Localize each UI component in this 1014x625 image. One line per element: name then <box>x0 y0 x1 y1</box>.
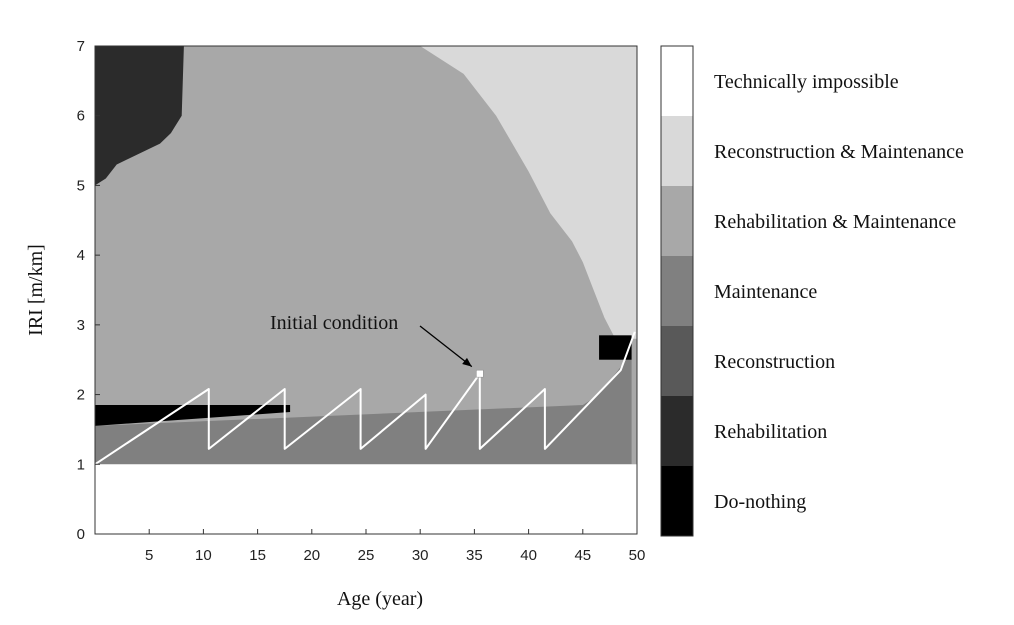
y-tick-label: 7 <box>77 38 85 55</box>
legend-label: Maintenance <box>714 281 817 303</box>
x-tick-label: 50 <box>629 547 646 564</box>
y-tick-label: 0 <box>77 526 85 543</box>
y-tick-label: 6 <box>77 108 85 125</box>
initial-condition-marker <box>476 369 484 378</box>
region-rehabilitation <box>95 46 184 186</box>
legend-frame <box>660 45 694 537</box>
annotation-initial-condition: Initial condition <box>270 312 473 368</box>
region-do-nothing <box>95 405 291 426</box>
legend-swatch <box>661 256 693 326</box>
legend-label: Do-nothing <box>714 491 806 513</box>
y-tick-label: 3 <box>77 317 85 334</box>
x-tick-label: 10 <box>195 547 212 564</box>
x-tick-label: 30 <box>412 547 429 564</box>
y-tick-label: 2 <box>77 387 85 404</box>
legend-label: Technically impossible <box>714 71 899 93</box>
x-tick-label: 45 <box>574 547 591 564</box>
legend-label: Reconstruction <box>714 351 835 373</box>
annotation-text: Initial condition <box>270 312 398 334</box>
legend-label: Reconstruction & Maintenance <box>714 141 964 163</box>
legend-swatch <box>661 116 693 186</box>
legend: Technically impossible Reconstruction & M… <box>660 45 964 537</box>
legend-label: Rehabilitation & Maintenance <box>714 211 956 233</box>
annotation-arrow <box>419 325 473 368</box>
x-tick-label: 20 <box>303 547 320 564</box>
x-tick-label: 15 <box>249 547 266 564</box>
legend-swatch <box>661 186 693 256</box>
legend-swatch <box>661 46 693 116</box>
legend-label: Rehabilitation <box>714 421 827 443</box>
y-tick-label: 4 <box>77 247 85 264</box>
region-reconstruction-maintenance <box>420 46 637 339</box>
plot-area <box>95 46 637 534</box>
legend-swatch <box>661 396 693 466</box>
legend-swatch <box>661 466 693 536</box>
x-tick-label: 25 <box>358 547 375 564</box>
x-tick-label: 5 <box>145 547 153 564</box>
y-tick-label: 5 <box>77 177 85 194</box>
x-tick-label: 35 <box>466 547 483 564</box>
y-axis-label: IRI [m/km] <box>25 244 47 336</box>
y-axis-ticks: 0 1 2 3 4 5 6 7 <box>77 38 100 543</box>
trajectory-line <box>94 331 636 466</box>
annotation-arrowhead <box>462 357 472 367</box>
region-technically-impossible <box>95 464 637 534</box>
x-tick-label: 40 <box>520 547 537 564</box>
legend-swatch <box>661 326 693 396</box>
x-axis-ticks: 5 10 15 20 25 30 35 40 45 50 <box>145 529 645 564</box>
x-axis-label: Age (year) <box>337 588 423 610</box>
y-tick-label: 1 <box>77 456 85 473</box>
